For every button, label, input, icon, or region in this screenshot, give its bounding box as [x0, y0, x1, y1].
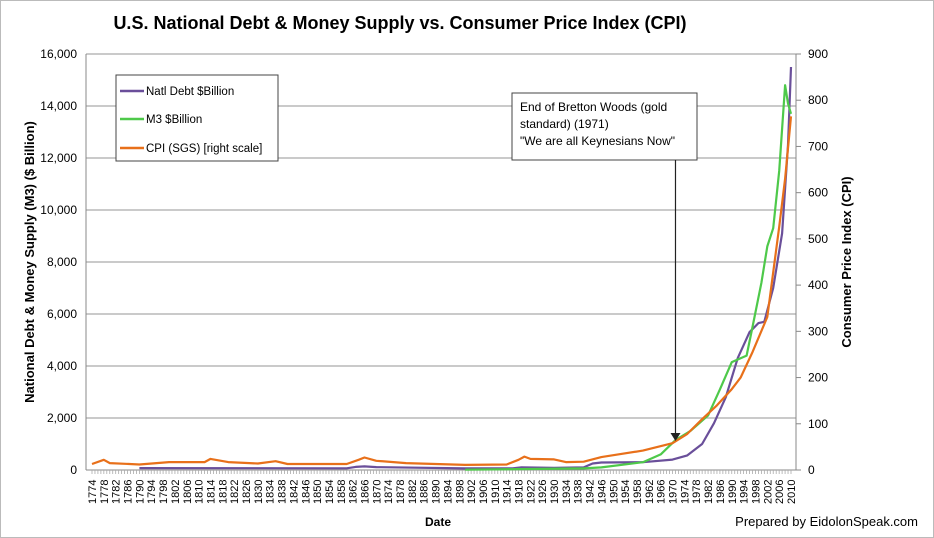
chart-title: U.S. National Debt & Money Supply vs. Co… — [113, 13, 686, 33]
y-tick-label: 14,000 — [40, 99, 77, 113]
x-tick-label: 1970 — [668, 480, 680, 504]
y2-tick-label: 0 — [808, 463, 815, 477]
annotation-line-1: End of Bretton Woods (gold — [520, 100, 667, 114]
x-tick-label: 1798 — [158, 480, 170, 504]
x-tick-label: 1914 — [502, 480, 514, 504]
x-tick-label: 1950 — [608, 480, 620, 504]
x-tick-label: 1986 — [715, 480, 727, 504]
x-tick-label: 1890 — [431, 480, 443, 504]
y2-tick-label: 900 — [808, 47, 828, 61]
x-tick-label: 1834 — [265, 480, 277, 504]
x-tick-label: 1898 — [454, 480, 466, 504]
x-tick-label: 1902 — [466, 480, 478, 504]
x-tick-label: 1826 — [241, 480, 253, 504]
annotation-line-3: "We are all Keynesians Now" — [520, 134, 675, 148]
x-axis-label: Date — [425, 515, 451, 529]
x-tick-label: 1934 — [561, 480, 573, 504]
x-tick-label: 1974 — [679, 480, 691, 504]
y2-tick-label: 700 — [808, 139, 828, 153]
x-tick-label: 1846 — [300, 480, 312, 504]
x-tick-label: 1918 — [514, 480, 526, 504]
y-tick-label: 10,000 — [40, 203, 77, 217]
x-tick-label: 1874 — [383, 480, 395, 504]
x-tick-label: 1882 — [407, 480, 419, 504]
x-tick-label: 1990 — [727, 480, 739, 504]
x-tick-label: 1774 — [87, 480, 99, 504]
x-tick-label: 1806 — [182, 480, 194, 504]
y2-tick-label: 200 — [808, 371, 828, 385]
y2-tick-label: 600 — [808, 186, 828, 200]
x-tick-label: 1966 — [656, 480, 668, 504]
x-tick-label: 1942 — [585, 480, 597, 504]
x-tick-label: 1862 — [348, 480, 360, 504]
x-tick-label: 1802 — [170, 480, 182, 504]
x-tick-label: 1814 — [205, 480, 217, 504]
x-tick-label: 1778 — [99, 480, 111, 504]
x-tick-label: 1786 — [123, 480, 135, 504]
x-tick-label: 1958 — [632, 480, 644, 504]
y2-tick-label: 100 — [808, 417, 828, 431]
x-tick-label: 1910 — [490, 480, 502, 504]
x-tick-label: 1854 — [324, 480, 336, 504]
legend-label-debt: Natl Debt $Billion — [146, 86, 234, 98]
x-tick-label: 1870 — [371, 480, 383, 504]
x-tick-label: 1922 — [525, 480, 537, 504]
legend-label-m3: M3 $Billion — [146, 114, 202, 126]
x-tick-label: 1994 — [739, 480, 751, 504]
x-tick-label: 1790 — [134, 480, 146, 504]
x-tick-label: 1810 — [194, 480, 206, 504]
x-tick-label: 1794 — [146, 480, 158, 504]
x-tick-label: 2002 — [762, 480, 774, 504]
y-tick-label: 8,000 — [47, 255, 77, 269]
y2-axis-label: Consumer Price Index (CPI) — [839, 176, 854, 347]
y-tick-label: 0 — [70, 463, 77, 477]
x-tick-label: 1842 — [288, 480, 300, 504]
series-line-cpi — [91, 116, 793, 466]
x-tick-label: 1838 — [277, 480, 289, 504]
x-tick-label: 2010 — [786, 480, 798, 504]
x-tick-label: 1982 — [703, 480, 715, 504]
series-line-m3 — [465, 84, 793, 471]
x-tick-label: 1886 — [419, 480, 431, 504]
y2-tick-label: 300 — [808, 324, 828, 338]
y-tick-label: 16,000 — [40, 47, 77, 61]
x-tick-label: 1822 — [229, 480, 241, 504]
x-tick-label: 1830 — [253, 480, 265, 504]
x-tick-label: 1998 — [750, 480, 762, 504]
x-tick-label: 1894 — [442, 480, 454, 504]
x-tick-label: 1926 — [537, 480, 549, 504]
y-tick-label: 12,000 — [40, 151, 77, 165]
series-line-debt — [139, 66, 793, 470]
x-tick-label: 2006 — [774, 480, 786, 504]
legend-label-cpi: CPI (SGS) [right scale] — [146, 143, 262, 155]
annotation-bretton-woods: End of Bretton Woods (gold standard) (19… — [511, 92, 698, 441]
x-tick-label: 1818 — [217, 480, 229, 504]
annotation-arrowhead — [670, 433, 681, 441]
y-tick-label: 4,000 — [47, 359, 77, 373]
x-tick-label: 1782 — [111, 480, 123, 504]
x-tick-label: 1866 — [359, 480, 371, 504]
y2-tick-label: 500 — [808, 232, 828, 246]
x-tick-label: 1878 — [395, 480, 407, 504]
footer-credit: Prepared by EidolonSpeak.com — [735, 514, 918, 529]
x-tick-label: 1906 — [478, 480, 490, 504]
x-tick-label: 1946 — [596, 480, 608, 504]
x-tick-label: 1978 — [691, 480, 703, 504]
y-axis-label: National Debt & Money Supply (M3) ($ Bil… — [22, 121, 37, 403]
legend: Natl Debt $Billion M3 $Billion CPI (SGS)… — [115, 74, 279, 162]
y-tick-label: 2,000 — [47, 411, 77, 425]
y2-tick-label: 400 — [808, 278, 828, 292]
x-tick-label: 1962 — [644, 480, 656, 504]
y-tick-label: 6,000 — [47, 307, 77, 321]
x-tick-label: 1954 — [620, 480, 632, 504]
x-tick-label: 1858 — [336, 480, 348, 504]
x-tick-label: 1938 — [573, 480, 585, 504]
y2-tick-label: 800 — [808, 93, 828, 107]
x-tick-label: 1850 — [312, 480, 324, 504]
annotation-line-2: standard) (1971) — [520, 117, 609, 131]
x-tick-label: 1930 — [549, 480, 561, 504]
